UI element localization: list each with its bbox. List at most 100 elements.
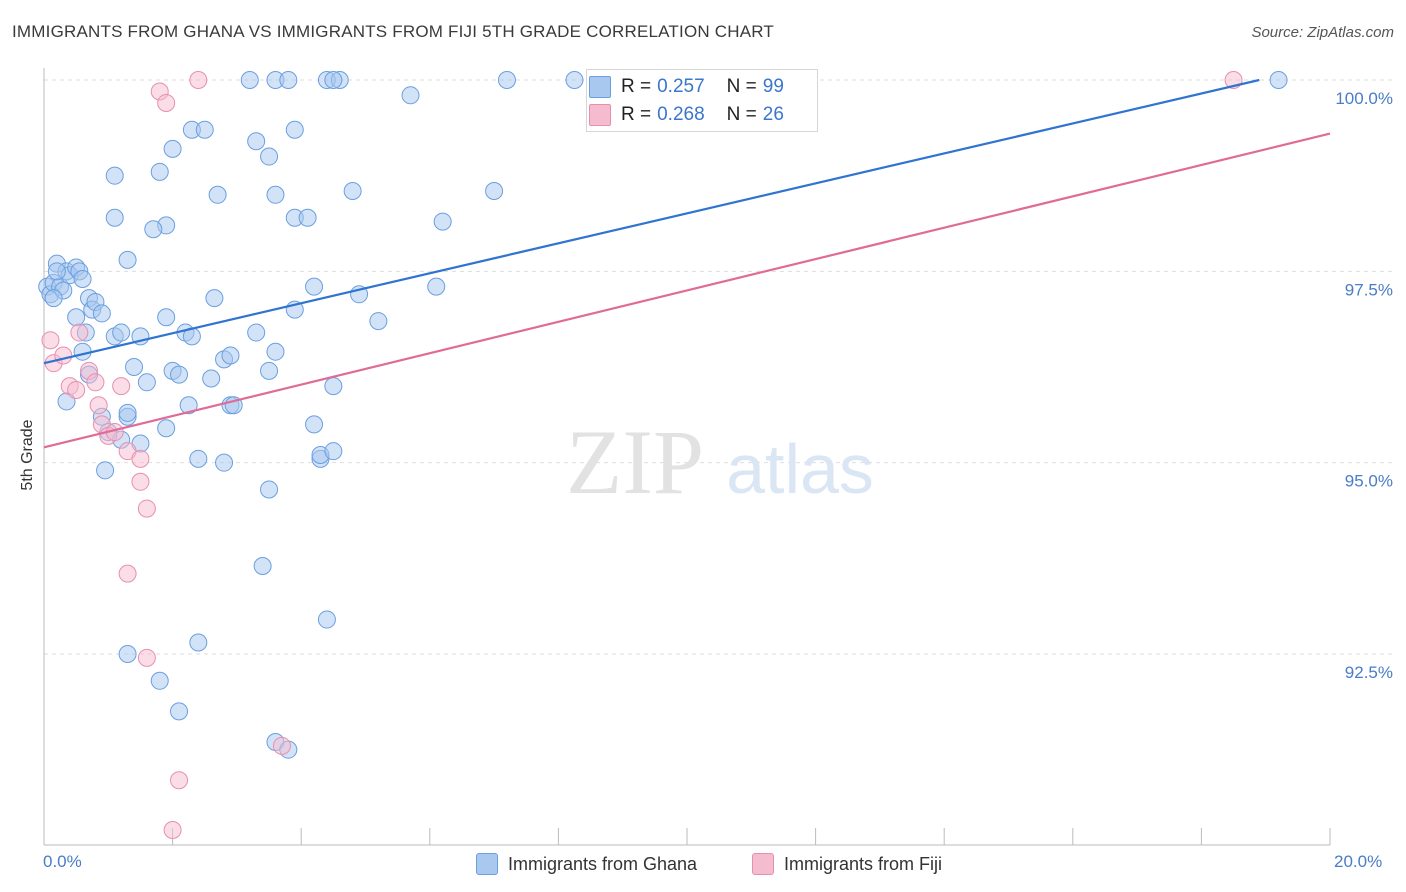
data-point <box>279 71 298 89</box>
legend-label-fiji: Immigrants from Fiji <box>784 853 943 874</box>
data-point <box>131 472 150 491</box>
data-point <box>208 185 227 204</box>
stats-legend-row-fiji: R = 0.268 N = 26 <box>587 101 784 129</box>
data-point <box>433 212 452 231</box>
n-value: 99 <box>762 76 784 97</box>
data-point <box>189 633 208 652</box>
fiji-swatch <box>589 104 611 126</box>
data-point <box>266 342 285 361</box>
data-point <box>47 262 66 281</box>
data-point <box>157 93 176 112</box>
data-point <box>253 556 272 575</box>
x-tick-right: 20.0% <box>1334 852 1383 871</box>
n-label: N = <box>726 76 757 97</box>
n-label: N = <box>726 104 757 125</box>
data-point <box>401 86 420 105</box>
data-point <box>317 610 336 629</box>
data-point <box>118 645 137 663</box>
data-point <box>565 71 584 89</box>
y-tick-label: 95.0% <box>1345 472 1393 491</box>
data-point <box>215 453 234 472</box>
data-point <box>170 702 189 721</box>
data-point <box>137 499 156 518</box>
data-point <box>369 312 388 331</box>
data-point <box>67 308 86 327</box>
data-point <box>324 71 343 89</box>
data-point <box>170 365 189 384</box>
data-point <box>157 308 176 327</box>
data-point <box>67 380 86 399</box>
data-point <box>324 442 343 461</box>
r-value: 0.268 <box>657 104 705 125</box>
data-point <box>260 480 279 499</box>
data-point <box>157 419 176 438</box>
data-point <box>150 671 169 690</box>
data-point <box>221 346 240 365</box>
data-point <box>260 361 279 380</box>
data-point <box>202 369 221 388</box>
trend-lines <box>43 78 1331 449</box>
trend-line <box>43 132 1331 449</box>
data-point <box>118 403 137 422</box>
data-point <box>485 181 504 200</box>
data-point <box>497 71 516 89</box>
data-point <box>137 648 156 667</box>
data-point <box>1269 71 1288 89</box>
axes <box>43 68 1331 846</box>
data-point <box>150 162 169 181</box>
data-point <box>247 132 266 151</box>
data-point <box>266 185 285 204</box>
data-point <box>105 208 124 227</box>
n-value: 26 <box>762 104 784 125</box>
legend-item-ghana: Immigrants from Ghana <box>476 852 697 876</box>
data-point <box>41 331 60 350</box>
data-point <box>137 373 156 392</box>
data-point <box>86 373 105 392</box>
watermark-atlas: atlas <box>726 430 874 508</box>
watermark-zip: ZIP <box>566 411 704 513</box>
trend-line <box>43 78 1260 365</box>
data-point <box>118 564 137 583</box>
data-point <box>285 120 304 139</box>
data-point <box>44 289 63 308</box>
data-point <box>112 377 131 396</box>
data-point <box>131 449 150 468</box>
data-point <box>260 147 279 166</box>
data-point <box>105 166 124 185</box>
stats-legend-row-ghana: R = 0.257 N = 99 <box>587 73 784 101</box>
ghana-swatch <box>589 76 611 98</box>
data-point <box>324 377 343 396</box>
data-point <box>427 277 446 296</box>
data-point <box>96 461 115 480</box>
data-point <box>272 736 291 755</box>
data-point <box>163 139 182 158</box>
data-point <box>163 821 182 840</box>
data-point <box>298 208 317 227</box>
y-tick-label: 100.0% <box>1335 89 1393 108</box>
watermark: ZIP atlas <box>566 411 874 513</box>
data-point <box>240 71 259 89</box>
data-point <box>179 396 198 415</box>
r-label: R = <box>621 76 652 97</box>
r-label: R = <box>621 104 652 125</box>
chart-title: IMMIGRANTS FROM GHANA VS IMMIGRANTS FROM… <box>12 22 775 41</box>
data-point <box>54 346 73 365</box>
legend-item-fiji: Immigrants from Fiji <box>752 852 942 876</box>
y-tick-labels: 92.5% 95.0% 97.5% 100.0% <box>1335 89 1393 682</box>
fiji-legend-swatch <box>752 853 774 875</box>
data-point <box>189 71 208 89</box>
data-point <box>205 289 224 308</box>
r-value: 0.257 <box>657 76 705 97</box>
grid-lines <box>44 79 1394 655</box>
legend-label-ghana: Immigrants from Ghana <box>508 853 698 874</box>
data-point <box>125 358 144 376</box>
data-point <box>70 323 89 342</box>
data-point <box>170 771 189 790</box>
chart-source: Source: ZipAtlas.com <box>1251 24 1394 41</box>
ghana-legend-swatch <box>476 853 498 875</box>
data-point <box>195 120 214 139</box>
data-point <box>305 277 324 296</box>
data-point <box>118 250 137 269</box>
data-point <box>247 323 266 342</box>
